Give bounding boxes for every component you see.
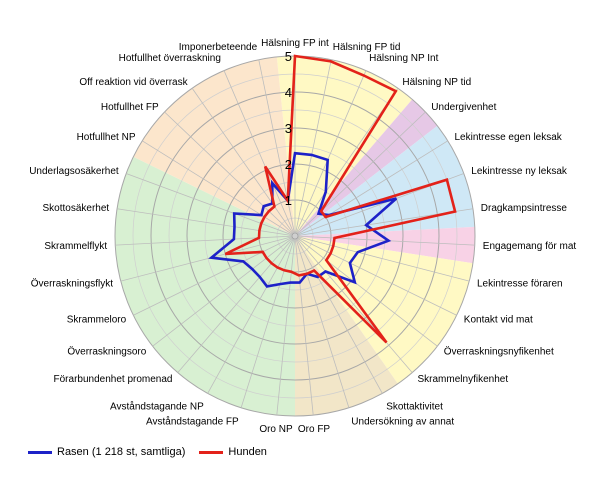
sector-7 bbox=[133, 56, 295, 236]
axis-label-7: Dragkampsintresse bbox=[481, 203, 568, 214]
center-marker bbox=[291, 232, 299, 240]
grid-spoke-16 bbox=[276, 235, 296, 416]
grid-spoke-24 bbox=[117, 208, 296, 237]
axis-label-15: Oro FP bbox=[298, 424, 331, 435]
tick-label-4: 4 bbox=[285, 85, 292, 100]
grid-spoke-22 bbox=[120, 235, 296, 282]
legend-item-rasen: Rasen (1 218 st, samtliga) bbox=[28, 446, 185, 458]
legend: Rasen (1 218 st, samtliga) Hunden bbox=[28, 446, 281, 458]
radial-tick-labels: 1 2 3 4 5 bbox=[285, 49, 292, 208]
axis-label-10: Kontakt vid mat bbox=[464, 314, 533, 325]
axis-label-17: Avståndstagande FP bbox=[146, 415, 239, 427]
series-line-1 bbox=[224, 54, 457, 344]
axis-label-3: Hälsning NP tid bbox=[402, 77, 471, 88]
legend-label-rasen: Rasen (1 218 st, samtliga) bbox=[57, 446, 186, 458]
sector-5 bbox=[295, 236, 398, 416]
grid-spoke-3 bbox=[294, 88, 399, 237]
axis-label-12: Skrammelnyfikenhet bbox=[418, 374, 509, 385]
axis-label-14: Undersökning av annat bbox=[351, 416, 454, 427]
axis-label-20: Överraskningsoro bbox=[67, 346, 146, 358]
axis-label-5: Lekintresse egen leksak bbox=[455, 132, 563, 143]
axis-label-19: Förarbundenhet promenad bbox=[54, 374, 173, 385]
grid-spoke-23 bbox=[115, 235, 296, 246]
grid-spoke-28 bbox=[191, 88, 296, 237]
grid-spoke-8 bbox=[294, 235, 475, 246]
axis-label-2: Hälsning NP Int bbox=[369, 53, 439, 64]
grid-spoke-11 bbox=[294, 235, 438, 347]
axis-label-24: Skottosäkerhet bbox=[42, 203, 109, 214]
axis-label-1: Hälsning FP tid bbox=[333, 42, 401, 53]
axis-label-8: Engagemang för mat bbox=[483, 241, 577, 252]
grid-spoke-17 bbox=[240, 235, 296, 408]
sector-4 bbox=[295, 236, 473, 384]
grid-spoke-4 bbox=[294, 111, 426, 237]
axis-label-9: Lekintresse föraren bbox=[477, 279, 563, 290]
grid-spoke-15 bbox=[294, 235, 314, 416]
grid-spoke-10 bbox=[294, 235, 457, 316]
legend-item-hunden: Hunden bbox=[199, 446, 267, 458]
grid-spoke-27 bbox=[164, 111, 296, 237]
axis-label-29: Hotfullhet överraskning bbox=[119, 53, 221, 64]
axis-label-25: Underlagsosäkerhet bbox=[29, 166, 119, 177]
grid-spoke-2 bbox=[294, 70, 367, 237]
tick-label-1: 1 bbox=[285, 193, 292, 208]
grid-spoke-20 bbox=[152, 235, 296, 347]
axis-label-4: Undergivenhet bbox=[431, 102, 496, 113]
grid-spoke-5 bbox=[294, 140, 448, 237]
axis-label-13: Skottaktivitet bbox=[386, 401, 443, 412]
axis-label-23: Skrammelflykt bbox=[44, 241, 107, 252]
sector-6 bbox=[114, 156, 296, 416]
legend-swatch-rasen bbox=[28, 450, 52, 454]
axis-label-0: Hälsning FP int bbox=[261, 38, 329, 49]
tick-label-5: 5 bbox=[285, 49, 292, 64]
series-lines bbox=[208, 54, 457, 344]
grid-spoke-9 bbox=[294, 235, 470, 282]
axis-label-21: Skrammeloro bbox=[67, 314, 127, 325]
grid-spoke-21 bbox=[133, 235, 296, 316]
grid-spoke-25 bbox=[126, 173, 296, 237]
axis-label-30: Imponerbeteende bbox=[179, 42, 258, 53]
grid-spoke-26 bbox=[142, 140, 296, 237]
tick-label-2: 2 bbox=[285, 157, 292, 172]
legend-label-hunden: Hunden bbox=[228, 446, 267, 458]
grid-spoke-29 bbox=[223, 70, 296, 237]
grid-spoke-13 bbox=[294, 235, 383, 394]
axis-label-27: Hotfullhet FP bbox=[101, 102, 159, 113]
axis-label-26: Hotfullhet NP bbox=[77, 132, 136, 143]
grid-spoke-19 bbox=[177, 235, 296, 373]
grid-spoke-1 bbox=[294, 59, 332, 237]
legend-swatch-hunden bbox=[199, 450, 224, 454]
tick-label-3: 3 bbox=[285, 121, 292, 136]
grid-spoke-18 bbox=[207, 235, 296, 394]
grid-spoke-30 bbox=[258, 59, 296, 237]
axis-label-11: Överraskningsnyfikenhet bbox=[444, 346, 554, 358]
grid-spoke-12 bbox=[294, 235, 413, 373]
axis-label-6: Lekintresse ny leksak bbox=[471, 166, 568, 177]
axis-label-22: Överraskningsflykt bbox=[31, 278, 113, 290]
grid-spoke-14 bbox=[294, 235, 350, 408]
sector-0 bbox=[276, 56, 413, 237]
axis-label-18: Avståndstagande NP bbox=[110, 400, 204, 412]
axis-label-28: Off reaktion vid överrask bbox=[79, 77, 188, 88]
axis-label-16: Oro NP bbox=[259, 424, 293, 435]
